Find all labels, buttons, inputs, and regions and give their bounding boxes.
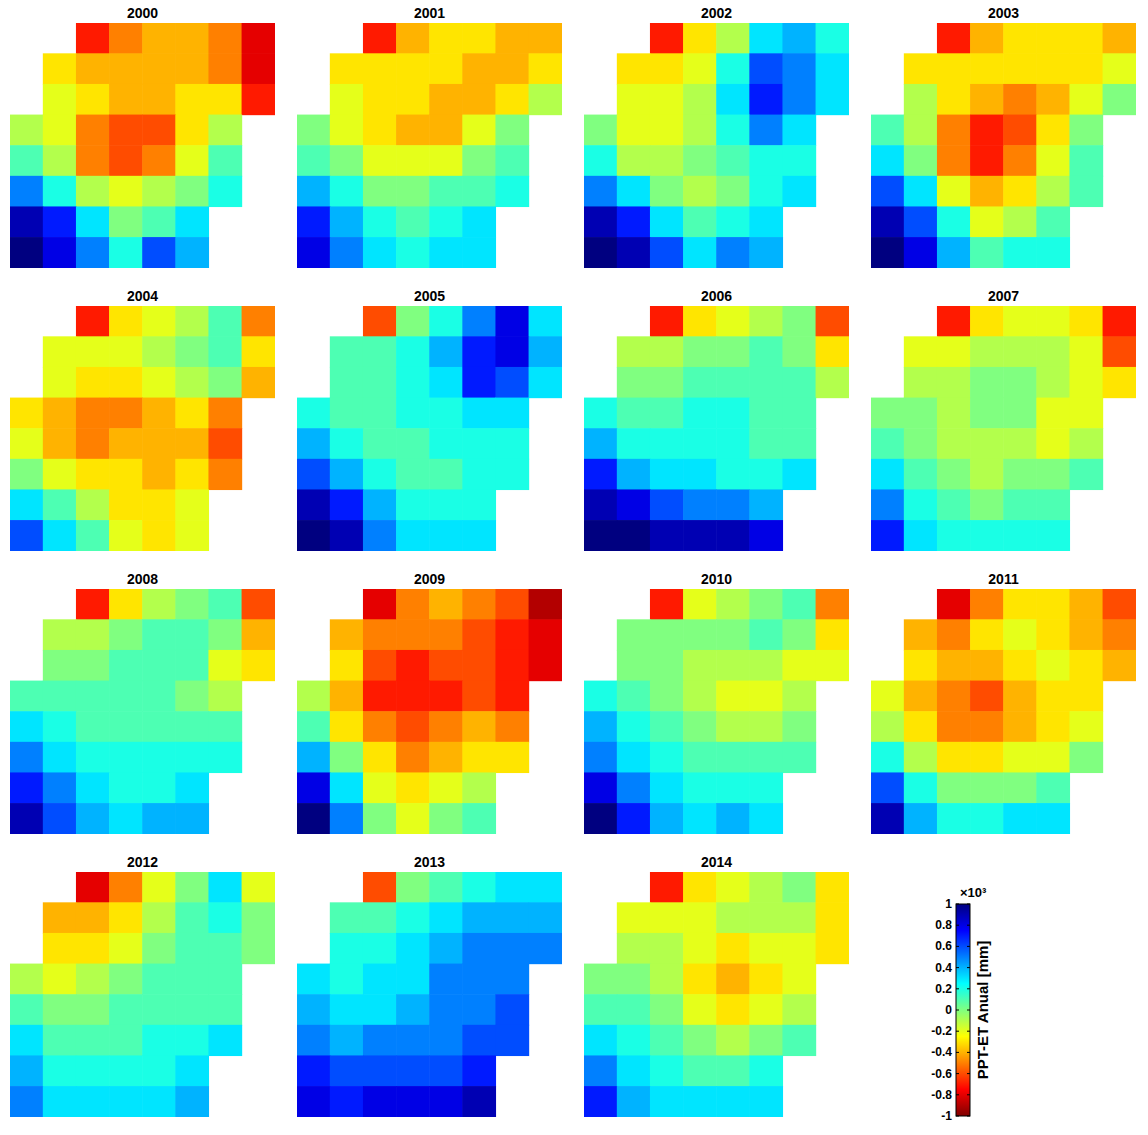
html-text:2008: 2008 — [126, 571, 159, 587]
svg-text:-1: -1 — [941, 1109, 952, 1123]
svg-text:1: 1 — [945, 897, 952, 911]
svg-text:0.8: 0.8 — [935, 918, 952, 932]
html-text:2000: 2000 — [126, 5, 159, 21]
html-text:2013: 2013 — [413, 854, 446, 870]
html-text:2011: 2011 — [988, 571, 1019, 587]
html-text:2004: 2004 — [126, 288, 159, 304]
svg-text:0: 0 — [945, 1003, 952, 1017]
html-text:2012: 2012 — [126, 854, 159, 870]
html-text:2014: 2014 — [700, 854, 733, 870]
html-text:2001: 2001 — [413, 5, 446, 21]
svg-text:0.2: 0.2 — [935, 982, 952, 996]
svg-text:-0.4: -0.4 — [931, 1045, 952, 1059]
html-text:2005: 2005 — [413, 288, 446, 304]
svg-text:-0.2: -0.2 — [931, 1024, 952, 1038]
svg-text:PPT-ET Anual [mm]: PPT-ET Anual [mm] — [974, 941, 991, 1080]
html-text:2003: 2003 — [987, 5, 1020, 21]
html-text:2007: 2007 — [987, 288, 1020, 304]
svg-text:0.4: 0.4 — [935, 961, 952, 975]
svg-text:-0.6: -0.6 — [931, 1067, 952, 1081]
html-text:2006: 2006 — [700, 288, 733, 304]
html-text:2009: 2009 — [413, 571, 446, 587]
svg-text:0.6: 0.6 — [935, 939, 952, 953]
svg-text:×10³: ×10³ — [960, 885, 987, 900]
html-text:2002: 2002 — [700, 5, 733, 21]
html-text:2010: 2010 — [700, 571, 733, 587]
svg-text:-0.8: -0.8 — [931, 1088, 952, 1102]
